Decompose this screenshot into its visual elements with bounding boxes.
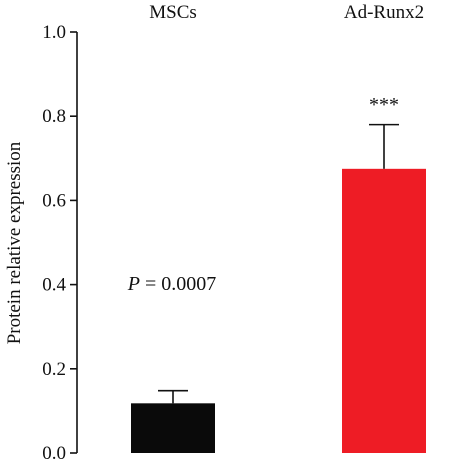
- p-value-prefix: P: [127, 273, 140, 295]
- bar-ad-runx2: [342, 168, 426, 453]
- y-tick-label: 0.2: [42, 359, 66, 380]
- y-tick-label: 0.8: [42, 106, 66, 127]
- category-label-mscs: MSCs: [149, 2, 197, 23]
- p-value-text: = 0.0007: [140, 273, 216, 295]
- y-tick-label: 0.0: [42, 443, 66, 464]
- category-label-ad-runx2: Ad-Runx2: [344, 2, 424, 23]
- y-tick-label: 0.6: [42, 190, 66, 211]
- error-bars: [158, 123, 399, 404]
- bar-mscs: [131, 403, 215, 453]
- y-tick-label: 1.0: [42, 22, 66, 43]
- p-value-annotation: P = 0.0007: [127, 273, 217, 295]
- bars: [131, 168, 426, 453]
- y-axis-ticks: 0.0 0.2 0.4 0.6 0.8 1.0: [42, 22, 77, 464]
- y-axis-label: Protein relative expression: [4, 141, 25, 344]
- y-tick-label: 0.4: [42, 275, 66, 296]
- significance-annotation: ***: [369, 94, 399, 116]
